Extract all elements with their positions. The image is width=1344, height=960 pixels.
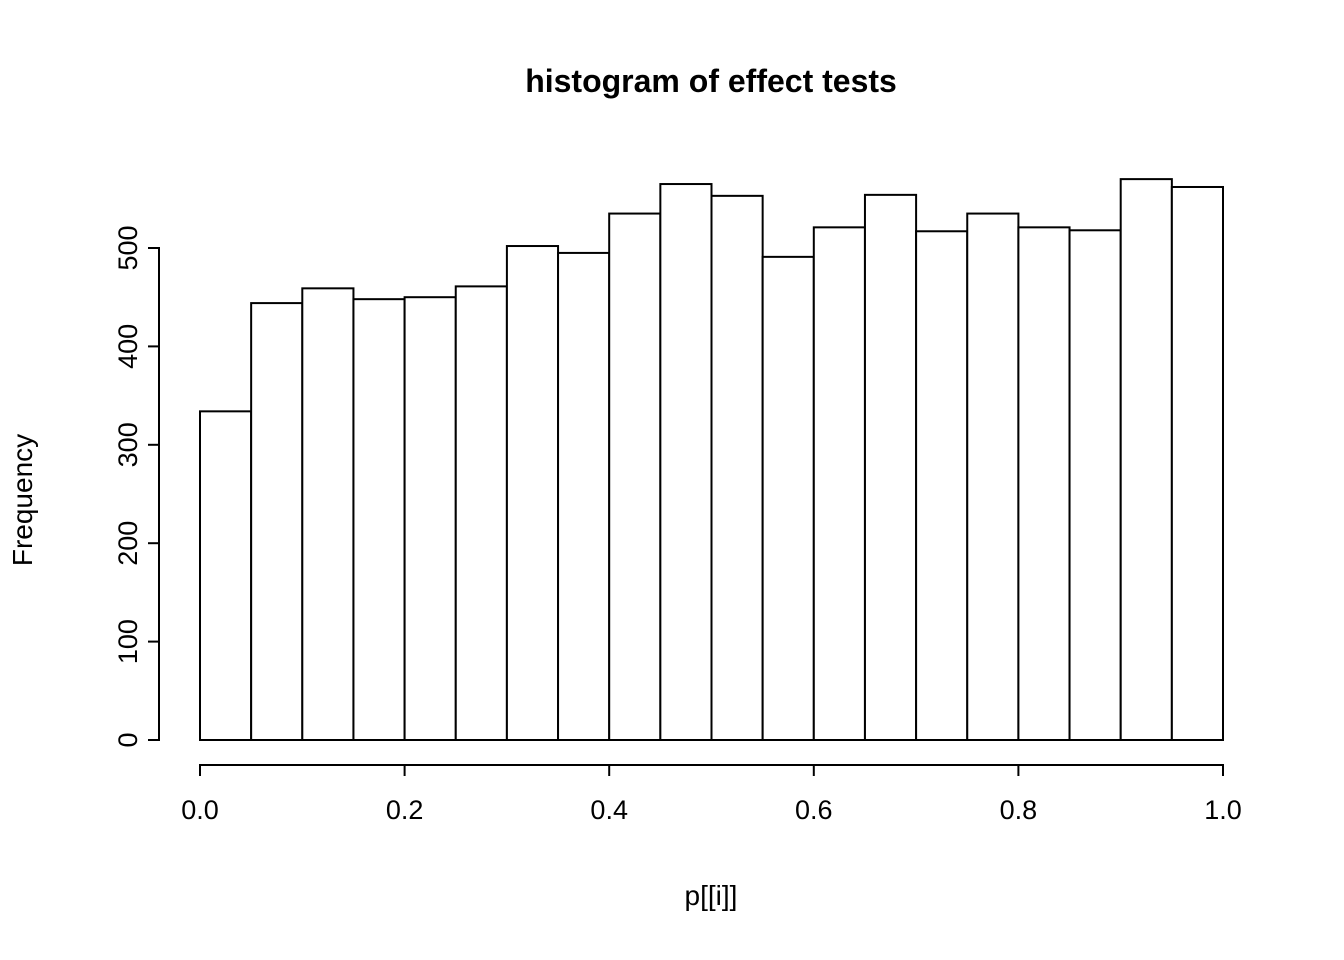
- y-tick-label: 300: [113, 422, 143, 467]
- y-tick-label: 500: [113, 225, 143, 270]
- histogram-bar: [403, 296, 457, 741]
- x-tick-label: 0.8: [1000, 795, 1038, 825]
- histogram-bar: [454, 285, 508, 741]
- histogram-bar: [1119, 178, 1173, 741]
- chart-title: histogram of effect tests: [525, 63, 897, 99]
- histogram-bars: [199, 178, 1224, 742]
- histogram-bar: [1170, 185, 1224, 742]
- x-axis: 0.0 0.2 0.4 0.6 0.8 1.0: [181, 764, 1242, 825]
- histogram-bar: [659, 183, 713, 742]
- histogram-bar: [608, 212, 662, 741]
- histogram-bar: [1017, 226, 1071, 741]
- y-tick-label: 400: [113, 324, 143, 369]
- x-tick-label: 1.0: [1204, 795, 1242, 825]
- histogram-bar: [915, 230, 969, 742]
- y-tick-label: 100: [113, 619, 143, 664]
- histogram-bar: [557, 251, 611, 741]
- histogram-bar: [761, 255, 815, 741]
- histogram-bar: [505, 245, 560, 741]
- histogram-bar: [199, 410, 253, 741]
- x-tick-label: 0.0: [181, 795, 219, 825]
- histogram-bar: [301, 287, 355, 741]
- y-tick-label: 0: [113, 732, 143, 747]
- x-axis-label: p[[i]]: [685, 880, 738, 911]
- histogram-bar: [966, 212, 1020, 741]
- histogram-bar: [710, 194, 764, 742]
- y-axis-label: Frequency: [7, 434, 38, 566]
- histogram-bar: [863, 193, 918, 742]
- y-tick-label: 200: [113, 521, 143, 566]
- histogram-bar: [812, 226, 866, 741]
- y-axis: 0 100 200 300 400 500: [113, 225, 160, 748]
- histogram-bar: [250, 302, 304, 741]
- x-tick-label: 0.2: [386, 795, 424, 825]
- x-tick-label: 0.4: [590, 795, 628, 825]
- histogram-bar: [352, 298, 406, 741]
- x-tick-label: 0.6: [795, 795, 833, 825]
- histogram-bar: [1068, 229, 1122, 741]
